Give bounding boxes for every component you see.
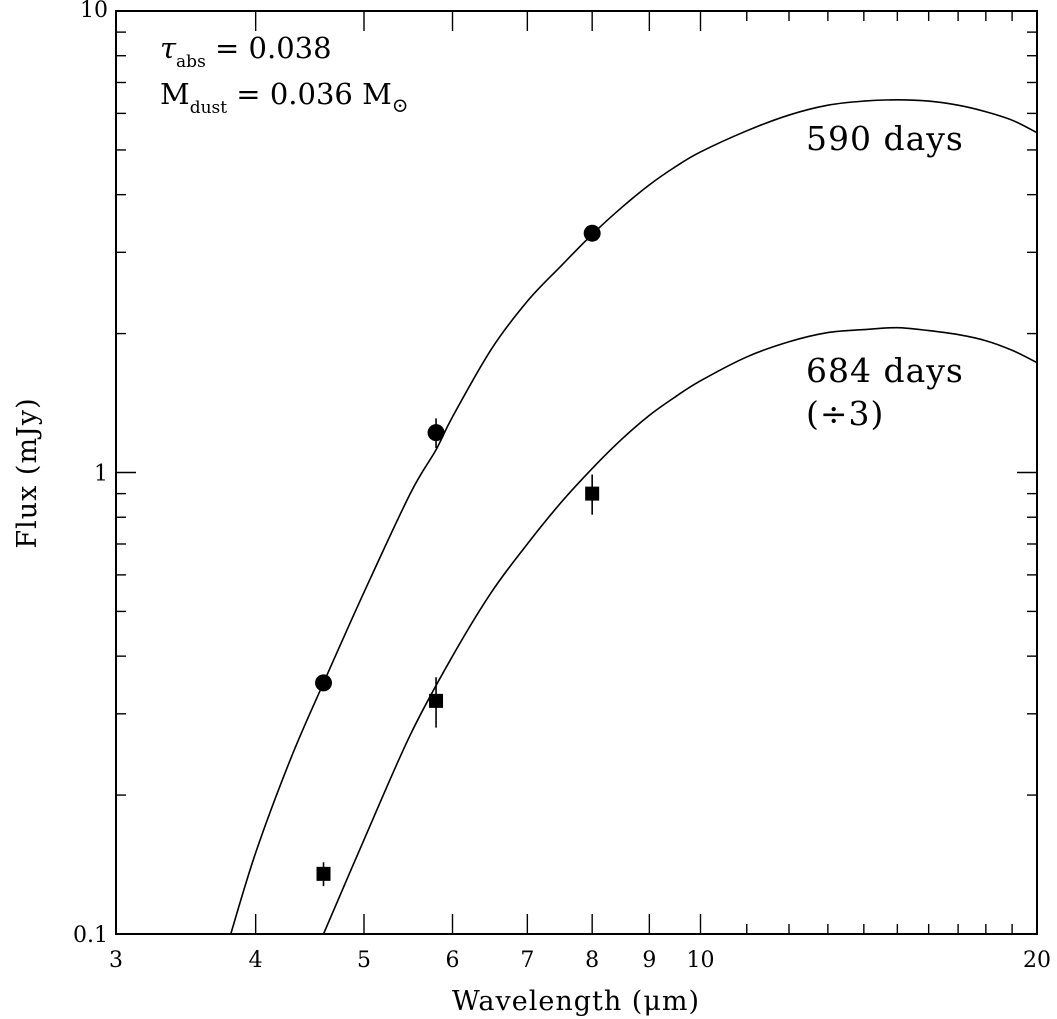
- y-tick-label: 0.1: [73, 923, 108, 948]
- mdust-annotation: Mdust = 0.036 M⊙: [160, 77, 409, 118]
- x-tick-label: 6: [446, 948, 460, 973]
- tau-subscript: abs: [176, 52, 206, 72]
- mdust-symbol: M: [160, 77, 190, 111]
- data-points: [315, 224, 601, 887]
- x-axis-title: Wavelength (μm): [452, 986, 700, 1017]
- mdust-value: = 0.036 M: [227, 77, 392, 111]
- solar-symbol: ⊙: [392, 93, 409, 117]
- x-tick-label: 10: [686, 948, 714, 973]
- y-tick-label: 1: [94, 462, 108, 487]
- series-label-684-note: (÷3): [806, 394, 884, 433]
- tau-symbol: τ: [160, 31, 177, 65]
- data-point-circle: [583, 224, 601, 242]
- y-tick-label: 10: [80, 0, 108, 23]
- model-curve-1: [322, 326, 1037, 934]
- x-tick-label: 3: [109, 948, 123, 973]
- data-point-square: [429, 693, 444, 708]
- y-tick-labels: 0.1 1 10: [73, 0, 108, 948]
- x-tick-labels: 3 4 5 6 7 8 9 10 20: [109, 948, 1051, 973]
- x-tick-label: 7: [520, 948, 534, 973]
- model-curve-0: [229, 99, 1037, 934]
- y-axis-title: Flux (mJy): [12, 397, 43, 548]
- x-tick-label: 4: [249, 948, 263, 973]
- data-point-square: [585, 486, 600, 501]
- x-tick-label: 8: [585, 948, 599, 973]
- series-label-590-days: 590 days: [806, 119, 964, 158]
- data-point-square: [316, 866, 331, 881]
- data-point-circle: [427, 424, 445, 442]
- data-point-circle: [315, 674, 333, 692]
- tau-annotation: τabs = 0.038: [160, 31, 332, 72]
- model-curves: [229, 99, 1037, 934]
- axis-ticks: [115, 10, 1038, 935]
- x-tick-label: 20: [1023, 948, 1051, 973]
- tau-value: = 0.038: [206, 31, 332, 65]
- x-tick-label: 9: [642, 948, 656, 973]
- x-tick-label: 5: [357, 948, 371, 973]
- series-label-684-days: 684 days: [806, 351, 964, 390]
- mdust-subscript: dust: [190, 98, 228, 118]
